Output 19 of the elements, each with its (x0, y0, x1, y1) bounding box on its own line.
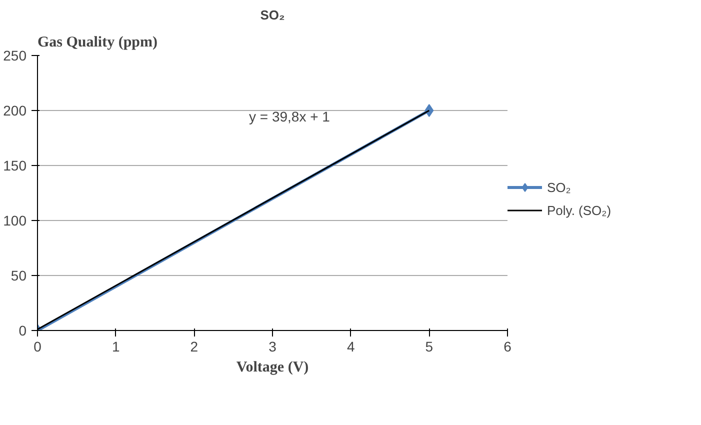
chart-title: SO₂ (260, 8, 286, 22)
x-tick-label: 3 (268, 338, 277, 354)
y-tick-label: 0 (18, 322, 27, 338)
legend-label: SO₂ (547, 180, 571, 194)
y-tick-label: 250 (3, 48, 27, 64)
x-tick-label: 0 (34, 338, 42, 354)
x-tick-label: 2 (190, 338, 198, 354)
y-tick-label: 200 (3, 102, 27, 118)
x-axis-title: Voltage (V) (236, 360, 309, 376)
y-tick-label: 150 (3, 158, 27, 174)
legend-label: Poly. (SO₂) (547, 202, 612, 218)
x-tick-label: 6 (504, 338, 512, 354)
y-tick-label: 50 (10, 268, 27, 284)
y-axis-title: Gas Quality (ppm) (38, 34, 158, 50)
x-tick-label: 1 (112, 338, 120, 354)
x-tick-label: 4 (346, 338, 355, 354)
x-tick-label: 5 (425, 338, 434, 354)
annotation: y = 39,8x + 1 (249, 108, 330, 124)
y-tick-label: 100 (3, 212, 27, 228)
